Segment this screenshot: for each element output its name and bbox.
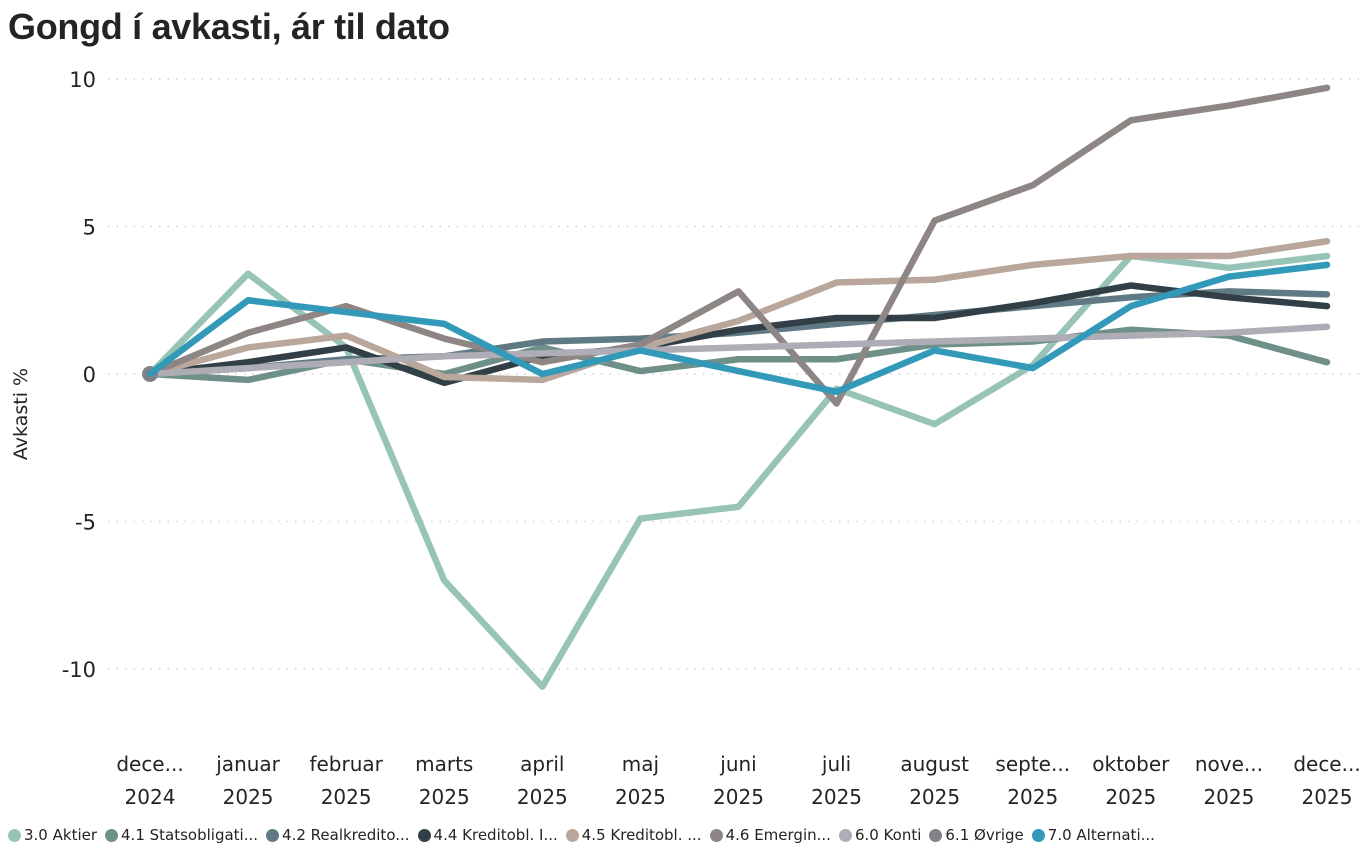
y-tick-label: 0 [83,363,96,387]
x-tick-label-year: 2025 [419,785,470,809]
legend-marker-icon [417,828,431,842]
series-lines [142,84,1331,690]
x-tick-label-month: februar [309,752,383,776]
legend-item[interactable]: 4.5 Kreditobl. ... [565,826,702,844]
legend-item[interactable]: 4.6 Emergin... [709,826,831,844]
x-tick-label-year: 2024 [125,785,176,809]
legend: 3.0 Aktier 4.1 Statsobligati... 4.2 Realkr… [8,826,1163,844]
x-tick-label-month: nove... [1195,752,1263,776]
x-tick-label-month: maj [622,752,659,776]
legend-marker-icon [1031,828,1045,842]
legend-marker-icon [838,828,852,842]
chart-title: Gongd í avkasti, ár til dato [8,6,450,47]
legend-item[interactable]: 6.0 Konti [838,826,922,844]
x-tick-label-year: 2025 [321,785,372,809]
x-axis-ticks: dece... 2024 januar 2025 februar 2025 marts 202… [116,752,1360,809]
y-axis-ticks: 10 5 0 -5 -10 [62,68,96,682]
x-tick-label-month: marts [415,752,473,776]
y-tick-label: -10 [62,658,96,682]
legend-marker-icon [266,828,280,842]
legend-marker-icon [8,828,21,842]
x-tick-label-month: januar [215,752,280,776]
x-tick-label-year: 2025 [615,785,666,809]
series-5 [146,84,1331,407]
x-tick-label-month: april [520,752,564,776]
x-tick-label-year: 2025 [1203,785,1254,809]
legend-label: 4.2 Realkredito... [282,826,410,844]
legend-marker-icon [929,828,943,842]
legend-item[interactable]: 6.1 Øvrige [929,826,1024,844]
legend-item[interactable]: 4.2 Realkredito... [266,826,410,844]
series-4 [146,238,1331,384]
legend-marker-icon [105,828,119,842]
y-tick-label: 5 [83,216,96,240]
x-tick-label-year: 2025 [1007,785,1058,809]
x-tick-label-month: juli [821,752,851,776]
y-axis-label: Avkasti % [10,368,32,460]
legend-item[interactable]: 4.1 Statsobligati... [105,826,258,844]
legend-label: 6.0 Konti [854,826,922,844]
legend-marker-icon [565,828,579,842]
series-6 [146,323,1331,378]
series-line[interactable] [146,323,1331,378]
legend-label: 4.6 Emergin... [725,826,831,844]
x-tick-label-year: 2025 [1105,785,1156,809]
legend-label: 7.0 Alternati... [1047,826,1155,844]
x-tick-label-month: septe... [995,752,1070,776]
legend-label: 4.5 Kreditobl. ... [581,826,702,844]
series-line[interactable] [146,238,1331,384]
legend-label: 4.4 Kreditobl. I... [433,826,558,844]
legend-item[interactable]: 7.0 Alternati... [1031,826,1155,844]
line-chart: 10 5 0 -5 -10 Avkasti % dece... 2024 januar 202… [10,68,1366,809]
legend-item[interactable]: 4.4 Kreditobl. I... [417,826,558,844]
x-tick-label-year: 2025 [811,785,862,809]
x-tick-label-month: oktober [1092,752,1170,776]
y-tick-label: 10 [69,68,96,92]
series-line[interactable] [146,84,1331,407]
legend-label: 3.0 Aktier [24,826,98,844]
x-tick-label-month: dece... [1293,752,1360,776]
x-tick-label-year: 2025 [223,785,274,809]
legend-label: 4.1 Statsobligati... [121,826,259,844]
x-tick-label-month: august [900,752,969,776]
series-line[interactable] [146,261,1331,395]
series-line[interactable] [146,282,1331,387]
legend-item[interactable]: 3.0 Aktier [8,826,97,844]
x-tick-label-year: 2025 [713,785,764,809]
x-tick-label-month: juni [719,752,756,776]
x-tick-label-month: dece... [116,752,183,776]
x-tick-label-year: 2025 [1302,785,1353,809]
y-tick-label: -5 [75,511,96,535]
series-8 [146,261,1331,395]
legend-label: 6.1 Øvrige [945,826,1024,844]
legend-marker-icon [709,828,723,842]
series-3 [146,282,1331,387]
x-tick-label-year: 2025 [517,785,568,809]
x-tick-label-year: 2025 [909,785,960,809]
